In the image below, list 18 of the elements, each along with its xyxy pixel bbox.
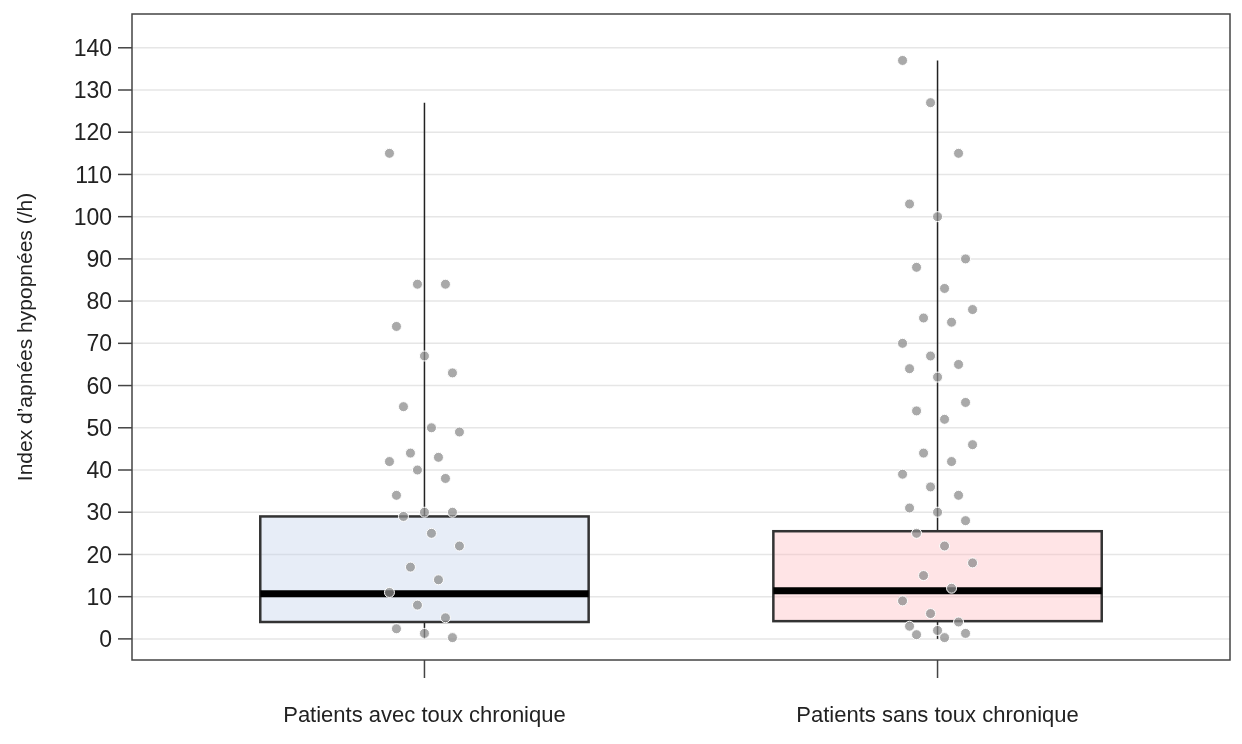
y-tick-label: 50 <box>86 414 112 441</box>
y-axis-title: Index d’apnées hypopnées (/h) <box>13 192 36 482</box>
x-tick-label: Patients avec toux chronique <box>283 702 566 727</box>
y-tick-label: 20 <box>86 541 112 568</box>
y-tick-label: 80 <box>86 288 112 315</box>
y-tick-label: 120 <box>73 119 112 146</box>
x-tick-label: Patients sans toux chronique <box>796 702 1079 727</box>
y-tick-label: 30 <box>86 499 112 526</box>
y-tick-label: 100 <box>73 203 112 230</box>
y-tick-label: 60 <box>86 372 112 399</box>
y-tick-label: 130 <box>73 77 112 104</box>
y-tick-label: 40 <box>86 457 112 484</box>
y-tick-label: 140 <box>73 34 112 61</box>
y-tick-label: 110 <box>75 161 112 188</box>
y-tick-label: 70 <box>86 330 112 357</box>
y-tick-label: 0 <box>99 625 112 652</box>
y-tick-label: 10 <box>86 583 112 610</box>
y-tick-label: 90 <box>86 245 112 272</box>
